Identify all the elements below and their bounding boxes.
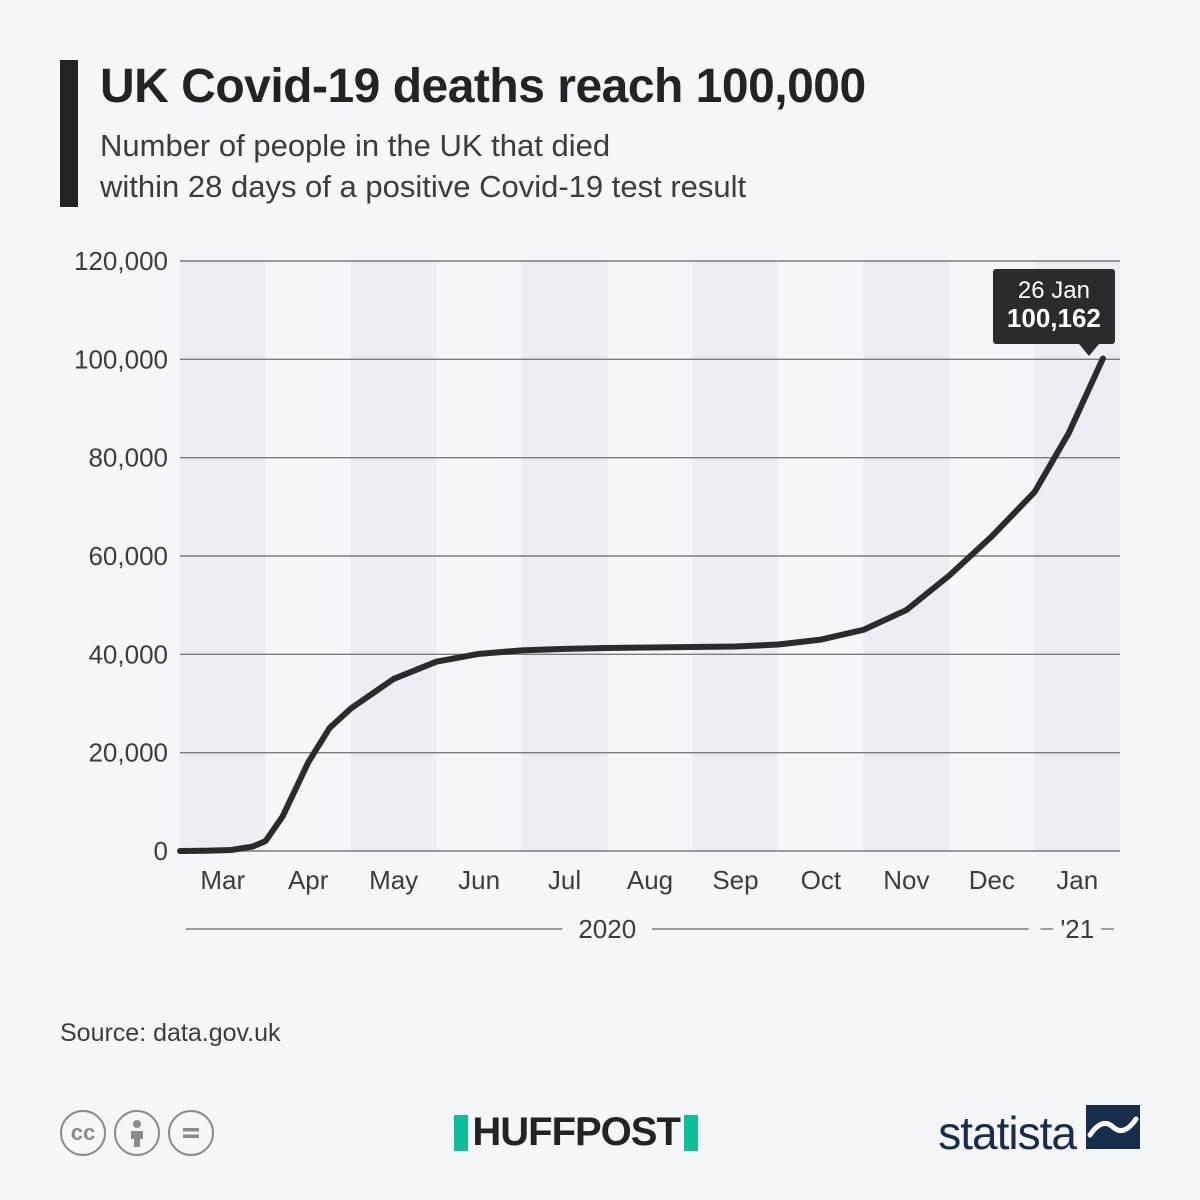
statista-logo: statista	[938, 1105, 1140, 1160]
svg-text:Sep: Sep	[712, 865, 758, 895]
title-accent-bar	[60, 60, 78, 207]
svg-text:40,000: 40,000	[88, 639, 168, 669]
data-callout: 26 Jan 100,162	[993, 269, 1115, 344]
svg-text:Jan: Jan	[1056, 865, 1098, 895]
infographic-container: UK Covid-19 deaths reach 100,000 Number …	[0, 0, 1200, 1200]
subtitle-line-2: within 28 days of a positive Covid-19 te…	[100, 169, 746, 204]
svg-text:'21: '21	[1060, 914, 1094, 944]
license-badges: cc	[60, 1110, 214, 1156]
svg-text:May: May	[369, 865, 418, 895]
svg-text:Mar: Mar	[200, 865, 245, 895]
svg-text:Apr: Apr	[288, 865, 329, 895]
svg-text:Jul: Jul	[548, 865, 581, 895]
footer: cc HUFFPOST statista	[60, 1105, 1140, 1160]
svg-text:80,000: 80,000	[88, 443, 168, 473]
line-chart: 0 20,000 40,000 60,000 80,000 100,000 120,000 M…	[60, 251, 1140, 981]
svg-text:0: 0	[154, 836, 168, 866]
svg-text:100,000: 100,000	[74, 344, 168, 374]
subtitle-line-1: Number of people in the UK that died	[100, 128, 610, 163]
svg-text:60,000: 60,000	[88, 541, 168, 571]
chart-area: 0 20,000 40,000 60,000 80,000 100,000 120,000 M…	[60, 251, 1140, 981]
huffpost-text: HUFFPOST	[468, 1110, 684, 1155]
header: UK Covid-19 deaths reach 100,000 Number …	[60, 60, 1140, 207]
subtitle: Number of people in the UK that died wit…	[100, 126, 866, 207]
header-text: UK Covid-19 deaths reach 100,000 Number …	[100, 60, 866, 207]
by-icon	[114, 1110, 160, 1156]
statista-text: statista	[938, 1106, 1076, 1160]
huffpost-logo: HUFFPOST	[454, 1110, 698, 1155]
svg-text:Aug: Aug	[627, 865, 673, 895]
nd-icon	[168, 1110, 214, 1156]
callout-date: 26 Jan	[1007, 277, 1101, 305]
callout-value: 100,162	[1007, 304, 1101, 334]
statista-wave-icon	[1086, 1105, 1140, 1149]
svg-text:120,000: 120,000	[74, 251, 168, 276]
svg-text:Dec: Dec	[969, 865, 1015, 895]
svg-text:Oct: Oct	[801, 865, 842, 895]
svg-text:2020: 2020	[578, 914, 636, 944]
huffpost-bar-right	[684, 1115, 698, 1151]
cc-icon: cc	[60, 1110, 106, 1156]
huffpost-bar-left	[454, 1115, 468, 1151]
page-title: UK Covid-19 deaths reach 100,000	[100, 62, 866, 112]
source-label: Source: data.gov.uk	[60, 1019, 1140, 1048]
svg-text:Nov: Nov	[883, 865, 929, 895]
svg-text:Jun: Jun	[458, 865, 500, 895]
svg-text:20,000: 20,000	[88, 738, 168, 768]
